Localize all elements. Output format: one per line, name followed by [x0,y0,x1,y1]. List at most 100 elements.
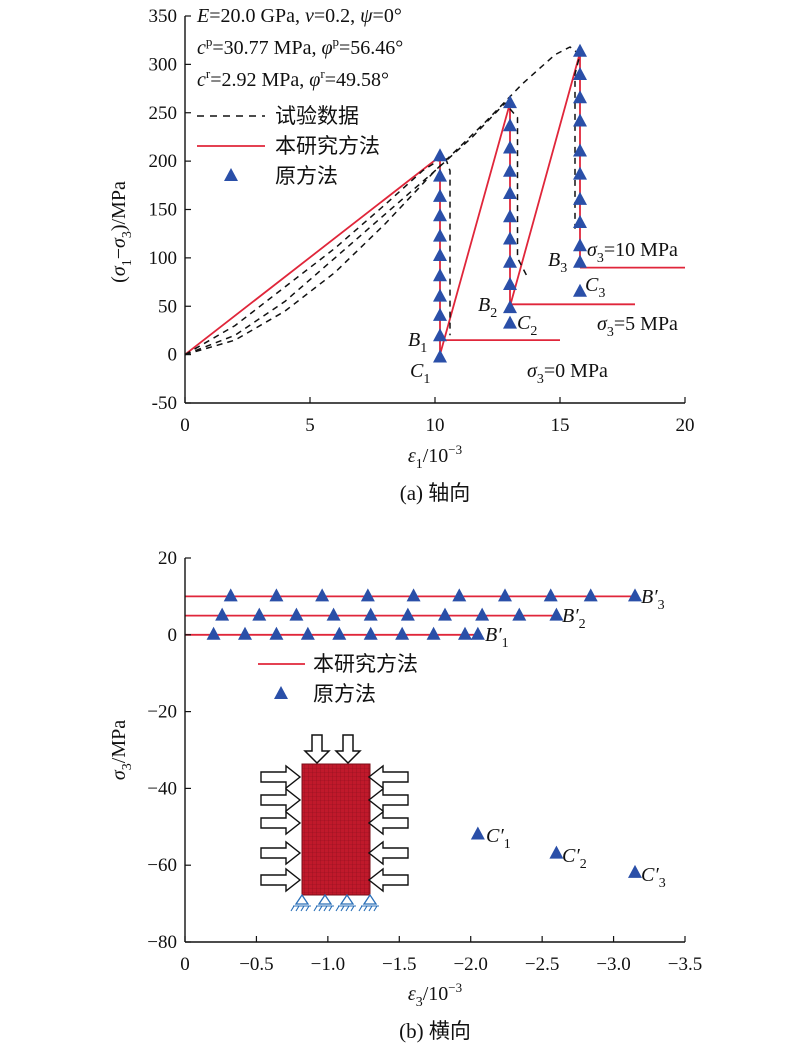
chart-b-ylabel: σ3/MPa [108,720,135,780]
specimen-block [301,763,371,896]
chart-a-ytick-label: 50 [158,296,177,317]
chart-a-ytick-label: 300 [149,54,178,75]
chart-b-point-triangle [498,588,512,602]
params-line-1: E=20.0 GPa, ν=0.2, ψ=0° [196,5,402,27]
chart-b-point-triangle [543,588,558,602]
legend-a: 试验数据 本研究方法 原方法 [197,104,380,188]
chart-a-ytick-label: 150 [149,200,178,221]
chart-a-xtick-label: 10 [426,415,445,436]
chart-a-point-triangle [433,228,447,242]
chart-b-xlabel: ε3/10−3 [408,980,462,1010]
chart-b-point-triangle [269,626,284,640]
ground-hatch-icon [358,905,379,912]
chart-b-point-triangle [549,607,564,621]
label-C2: C2 [517,312,537,339]
chart-b-point-triangle [326,607,341,621]
chart-b-point-triangle [458,626,472,640]
chart-b-point-triangle [206,626,221,640]
chart-a-point-triangle [433,208,447,222]
pin-support-icon [317,893,333,905]
chart-a-xtick-label: 15 [551,415,570,436]
chart-a-point-triangle [433,307,447,321]
label-C3-prime: C′3 [641,864,666,891]
chart-b-point-triangle [452,588,467,602]
right-arrow-icon [260,787,302,813]
chart-b-xtick-label: 0 [180,954,190,975]
chart-a-point-triangle [503,163,517,177]
chart-a-point-triangle [573,191,587,205]
chart-b-point-triangle [583,588,598,602]
chart-a-point-triangle [433,188,447,202]
chart-a-ytick-label: 250 [149,103,178,124]
chart-b-xtick-label: −0.5 [239,954,273,975]
right-arrow-icon [260,810,302,836]
pin-support-icon [362,893,378,905]
chart-a-ytick-label: 0 [168,345,178,366]
chart-a-point-triangle [503,300,517,314]
label-sigma3-5: σ3=5 MPa [597,313,678,340]
chart-b-point-triangle [252,607,267,621]
legend-b: 本研究方法 原方法 [258,652,418,706]
chart-a-point-triangle [503,254,517,268]
chart-b-axes: −80 −60 −40 −20 0 20 0 −0.5 −1.0 −1.5 −2.0 −2.5 −3.0… [147,548,702,975]
legend-a-triangle-swatch [224,168,238,181]
left-arrow-icon [367,810,409,836]
legend-b-item-0: 本研究方法 [313,652,418,676]
ground-hatch-icon [290,905,311,912]
chart-a-point-triangle [433,288,447,302]
params-line-2: cp=30.77 MPa, φp=56.46° [197,34,403,59]
chart-a-series [184,43,685,363]
chart-a-series-this-method [184,51,581,356]
chart-b-point-triangle [628,864,642,878]
chart-a-point-triangle [573,215,587,229]
right-arrow-icon [260,867,302,893]
label-sigma3-0: σ3=0 MPa [527,360,608,387]
left-arrow-icon [367,787,409,813]
chart-b-point-triangle [512,607,527,621]
chart-b-xtick-label: −1.0 [311,954,345,975]
chart-a-point-triangle [573,90,587,104]
chart-a-point-triangle [503,315,517,329]
chart-b-point-triangle [426,626,441,640]
chart-a-ytick-label: 100 [149,248,178,269]
chart-b-point-triangle [363,607,378,621]
label-B3-prime: B′3 [641,586,665,613]
chart-b-point-triangle [475,607,490,621]
chart-a-xtick-label: 5 [305,415,315,436]
chart-b-point-triangle [332,626,347,640]
chart-b-caption: (b) 横向 [399,1019,471,1043]
chart-b-point-triangle [549,845,564,859]
chart-a-point-triangle [433,148,447,162]
chart-a-point-triangle [503,95,517,109]
chart-a-point-triangle [433,268,447,282]
chart-b-ytick-label: −60 [147,855,177,876]
chart-a-point-triangle [503,231,517,245]
chart-b-point-triangle [223,588,238,602]
chart-b-point-triangle [395,626,410,640]
chart-a-point-triangle [573,283,587,297]
legend-b-triangle-swatch [274,686,288,699]
chart-b-ytick-label: −80 [147,932,177,953]
label-sigma3-10: σ3=10 MPa [587,239,678,266]
chart-a-point-triangle [503,118,517,132]
chart-b-ytick-label: 0 [168,625,178,646]
chart-b-ytick-label: −20 [147,702,177,723]
chart-a-point-triangle [433,247,447,261]
label-B1-prime: B′1 [485,624,509,651]
chart-b: −80 −60 −40 −20 0 20 0 −0.5 −1.0 −1.5 −2.0 −2.5 −3.0… [108,548,702,1043]
down-arrow-icon [303,734,331,765]
chart-a-point-triangle [573,238,587,252]
chart-b-point-triangle [215,607,230,621]
chart-a-series-test-data [184,46,581,356]
pin-support-icon [339,893,355,905]
chart-a-xlabel: ε1/10−3 [408,442,462,472]
chart-a-point-triangle [573,166,587,180]
label-B2: B2 [478,294,497,321]
chart-b-point-triangle [238,626,252,640]
chart-a-series-test-data [184,102,529,356]
chart-a-point-triangle [503,276,517,290]
chart-a-series-test-data [184,155,451,356]
left-arrow-icon [367,867,409,893]
